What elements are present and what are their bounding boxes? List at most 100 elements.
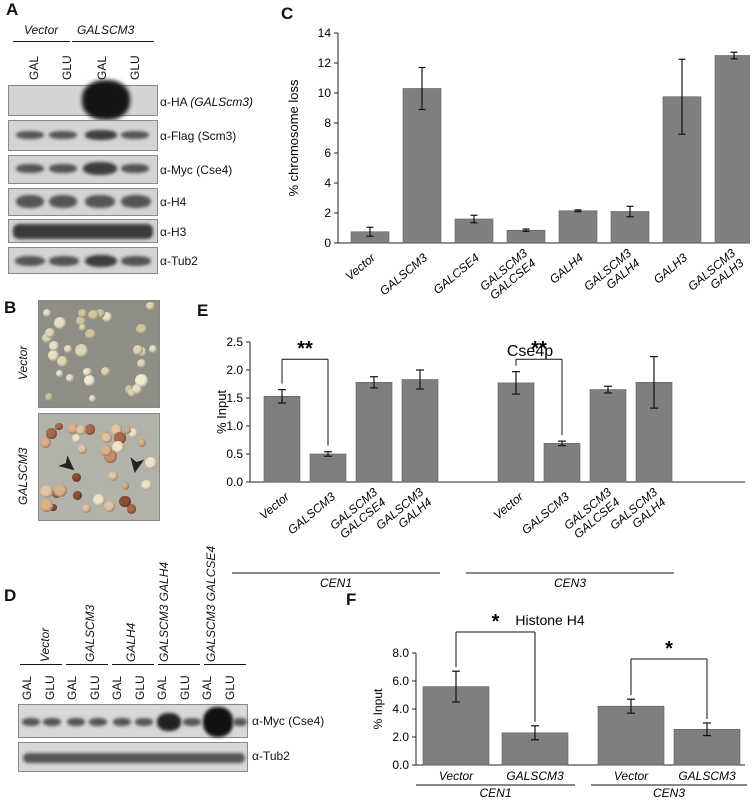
x-tick-label: Vector	[343, 250, 379, 283]
group-label-galscm3: GALSCM3	[77, 23, 135, 37]
y-tick-label: 2.0	[226, 363, 243, 377]
x-tick-label: GALSCM3GALCSE4	[477, 246, 539, 300]
blot-label-tub2: α-Tub2	[252, 749, 290, 763]
colony	[48, 340, 60, 352]
lane-label: GLU	[60, 55, 74, 80]
colony	[44, 393, 53, 402]
lane-label: GAL	[20, 675, 34, 700]
colony	[110, 424, 123, 436]
x-tick-label: GALSCM3GALH4	[607, 485, 669, 543]
blot-tub2	[8, 247, 158, 274]
group-label: CEN3	[554, 576, 586, 590]
y-tick-label: 10	[318, 86, 332, 100]
significance-marker: **	[531, 338, 547, 360]
colony	[64, 345, 72, 353]
blot-myc	[8, 155, 158, 184]
colony	[108, 470, 119, 481]
colony	[136, 323, 148, 335]
colony	[128, 428, 139, 439]
colony	[114, 432, 126, 444]
chart-title: Histone H4	[515, 612, 584, 628]
group-underline	[112, 664, 154, 665]
colony	[40, 437, 52, 449]
blot-label-h3: α-H3	[160, 225, 187, 239]
colony	[83, 368, 92, 377]
panel-letter-b: B	[4, 298, 17, 317]
bar	[263, 396, 301, 483]
blot-h3	[8, 219, 158, 243]
x-tick-label: GALSCM3GALCSE4	[327, 485, 389, 543]
panel-letter-c: C	[281, 4, 294, 23]
group-underline	[20, 664, 62, 665]
y-tick-label: 4	[324, 176, 331, 190]
group-label-galh4: GALH4	[124, 622, 138, 662]
blot-label-tub2: α-Tub2	[160, 254, 198, 268]
colony	[54, 483, 68, 497]
colony	[100, 444, 113, 457]
y-tick-label: 8.0	[392, 646, 409, 660]
bar	[309, 453, 347, 483]
y-tick-label: 1.5	[226, 391, 243, 405]
colony	[76, 316, 87, 327]
colony	[138, 438, 146, 447]
lane-label: GAL	[95, 55, 109, 80]
y-tick-label: 2	[324, 206, 331, 220]
colony	[127, 388, 136, 397]
chart-title: Cse4p	[507, 343, 553, 360]
blot-ha	[8, 80, 158, 120]
colony	[111, 440, 124, 453]
lane-label: GLU	[222, 675, 237, 700]
y-tick-label: 4.0	[392, 702, 409, 716]
colony	[103, 501, 115, 513]
panel-letter-e: E	[197, 301, 209, 320]
colony	[75, 424, 87, 435]
y-tick-label: 6	[324, 146, 331, 160]
group-label: CEN3	[653, 786, 685, 798]
colony	[100, 366, 111, 377]
lane-label: GAL	[155, 675, 169, 700]
y-tick-label: 1.0	[226, 419, 243, 433]
plate-photo-vector	[38, 300, 160, 408]
group-label-galscm3: GALSCM3	[83, 604, 97, 662]
chart-cse4p: 0.00.51.01.52.02.5% InputCse4pVectorGALS…	[214, 335, 745, 590]
lane-label: GAL	[200, 675, 214, 700]
colony	[72, 473, 82, 483]
lane-label: GLU	[177, 675, 192, 700]
colony	[101, 312, 112, 323]
lane-label: GLU	[132, 675, 147, 700]
group-underline	[66, 664, 108, 665]
colony	[119, 495, 131, 508]
colony	[124, 426, 132, 434]
group-underline	[204, 664, 246, 665]
colony	[85, 328, 96, 340]
x-tick-label: GALSCM3GALH4	[581, 246, 643, 300]
colony	[146, 301, 155, 311]
colony	[71, 434, 81, 444]
colony	[67, 422, 79, 434]
colony	[82, 503, 92, 513]
group-underline	[158, 664, 200, 665]
y-tick-label: 6.0	[392, 674, 409, 688]
colony	[55, 422, 63, 431]
colony	[141, 480, 152, 491]
panel-letter-f: F	[346, 590, 357, 609]
x-tick-label: GALSCM3GALH3	[685, 246, 747, 300]
x-tick-label: Vector	[257, 489, 293, 522]
group-underline-vector	[13, 41, 70, 42]
group-label-vector: Vector	[38, 627, 52, 662]
y-tick-label: 8	[324, 116, 331, 130]
y-axis-label: % Input	[371, 688, 385, 729]
lane-label: GLU	[42, 675, 57, 700]
colony	[41, 332, 52, 344]
colony	[40, 485, 53, 498]
y-axis-label: % Input	[214, 390, 229, 434]
colony	[92, 494, 106, 507]
x-tick-label: GALSCM3	[377, 250, 430, 298]
colony	[126, 504, 136, 514]
bar	[543, 443, 581, 483]
x-tick-label: GALSCM3GALH4	[373, 485, 435, 543]
colony	[65, 373, 75, 383]
colony	[46, 428, 57, 439]
lane-label: GLU	[128, 55, 142, 80]
blot-label-flag: α-Flag (Scm3)	[160, 129, 237, 143]
